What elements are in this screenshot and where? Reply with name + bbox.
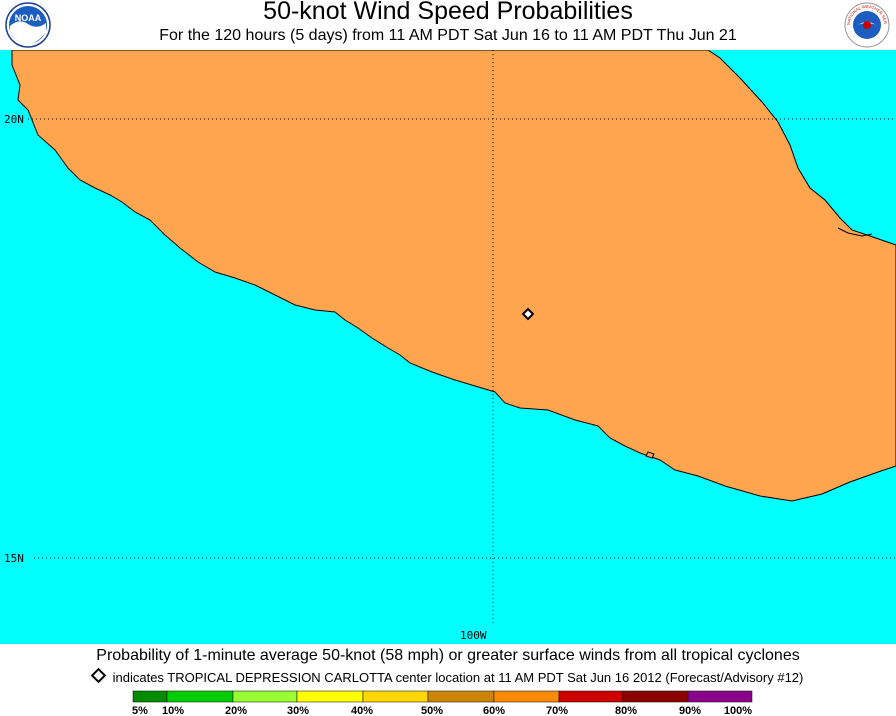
legend-swatch bbox=[493, 690, 560, 703]
legend-label: 60% bbox=[483, 705, 505, 716]
storm-center-marker-icon bbox=[521, 307, 535, 321]
legend-swatch bbox=[427, 690, 495, 703]
footer: Probability of 1-minute average 50-knot … bbox=[0, 644, 896, 716]
legend-label: 20% bbox=[225, 705, 247, 716]
legend-label: 90% bbox=[679, 705, 701, 716]
legend-label: 30% bbox=[287, 705, 309, 716]
coast-islet bbox=[645, 451, 655, 459]
storm-note-text: indicates TROPICAL DEPRESSION CARLOTTA c… bbox=[112, 670, 804, 685]
page-subtitle: For the 120 hours (5 days) from 11 AM PD… bbox=[159, 27, 737, 44]
noaa-logo-icon: NOAA bbox=[5, 2, 51, 48]
legend-label: 40% bbox=[351, 705, 373, 716]
legend-swatch bbox=[296, 690, 364, 703]
lat-label-15n: 15N bbox=[4, 552, 24, 565]
legend-label: 70% bbox=[546, 705, 568, 716]
legend-swatch bbox=[166, 690, 234, 703]
storm-note: indicates TROPICAL DEPRESSION CARLOTTA c… bbox=[0, 667, 896, 685]
map-caption: Probability of 1-minute average 50-knot … bbox=[96, 647, 800, 664]
gulf-coast-detail bbox=[837, 227, 873, 237]
nws-logo-icon: NATIONAL WEATHER SERVICE bbox=[844, 2, 890, 48]
mexico-landmass bbox=[11, 50, 896, 502]
lon-label-100w: 100W bbox=[460, 629, 487, 642]
legend-label: 80% bbox=[615, 705, 637, 716]
legend-swatch bbox=[687, 690, 753, 703]
legend-swatch bbox=[362, 690, 429, 703]
probability-legend: 5% 10% 20% 30% 40% 50% 60% 70% 80% 90% 100% bbox=[132, 690, 753, 716]
header: NOAA 50-knot Wind Speed Probabilities Fo… bbox=[0, 0, 896, 50]
legend-label: 5% bbox=[132, 705, 148, 716]
legend-label: 50% bbox=[421, 705, 443, 716]
legend-label: 100% bbox=[724, 705, 752, 716]
legend-label: 10% bbox=[162, 705, 184, 716]
svg-text:NOAA: NOAA bbox=[15, 13, 42, 23]
legend-swatch bbox=[558, 690, 624, 703]
page-title: 50-knot Wind Speed Probabilities bbox=[263, 0, 633, 25]
legend-swatch bbox=[232, 690, 298, 703]
lat-label-20n: 20N bbox=[4, 113, 24, 126]
legend-swatch bbox=[622, 690, 689, 703]
legend-swatch bbox=[132, 690, 168, 703]
probability-map: 20N 15N 100W bbox=[0, 50, 896, 644]
diamond-marker-icon bbox=[90, 667, 106, 684]
